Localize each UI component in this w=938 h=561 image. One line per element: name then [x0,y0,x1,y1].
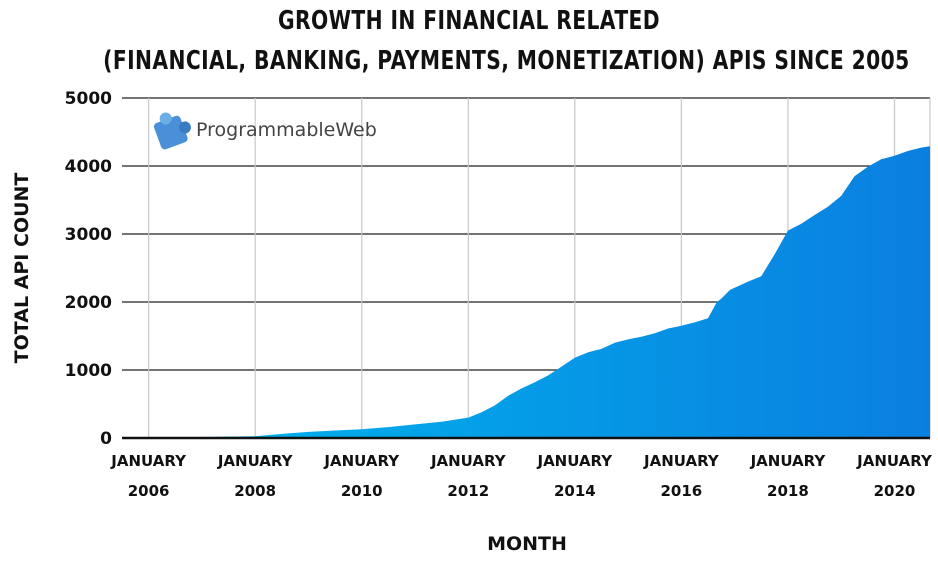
x-tick-label-year: 2010 [341,482,383,500]
x-tick-label-year: 2008 [234,482,276,500]
chart-title: GROWTH IN FINANCIAL RELATED [277,6,661,36]
y-tick-label: 3000 [65,225,112,245]
puzzle-piece-icon [153,112,191,150]
x-tick-label-year: 2006 [128,482,170,500]
api-count-area [122,146,930,439]
x-tick-label-month: JANUARY [430,452,507,470]
programmableweb-logo: ProgrammableWeb [153,112,377,150]
y-tick-label: 5000 [65,89,112,109]
x-tick-label-month: JANUARY [536,452,613,470]
x-tick-label-year: 2018 [767,482,809,500]
x-tick-label-month: JANUARY [643,452,720,470]
y-tick-label: 1000 [65,361,112,381]
chart-subtitle: (FINANCIAL, BANKING, PAYMENTS, MONETIZAT… [103,46,910,76]
x-tick-label-year: 2012 [447,482,489,500]
x-axis-label: MONTH [487,533,567,555]
y-tick-label: 2000 [65,293,112,313]
x-tick-label-month: JANUARY [217,452,294,470]
x-tick-label-year: 2020 [874,482,916,500]
y-tick-label: 0 [100,429,112,449]
x-tick-label-month: JANUARY [110,452,187,470]
x-tick-label-year: 2014 [554,482,596,500]
x-tick-label-year: 2016 [661,482,703,500]
logo-text: ProgrammableWeb [196,119,377,141]
x-tick-labels: JANUARY 2006 JANUARY 2008 JANUARY 2010 JANUARY… [110,452,933,500]
y-tick-label: 4000 [65,157,112,177]
y-axis-label: TOTAL API COUNT [11,173,33,364]
x-tick-label-month: JANUARY [750,452,827,470]
y-tick-labels: 0 1000 2000 3000 4000 5000 [65,89,112,449]
x-tick-label-month: JANUARY [323,452,400,470]
x-tick-label-month: JANUARY [856,452,933,470]
